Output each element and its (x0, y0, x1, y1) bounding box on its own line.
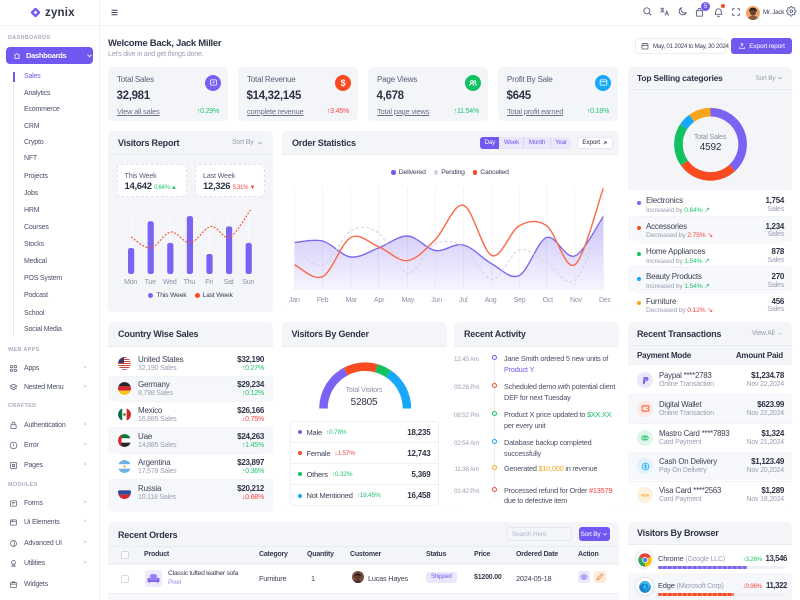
svg-text:VISA: VISA (641, 493, 649, 497)
